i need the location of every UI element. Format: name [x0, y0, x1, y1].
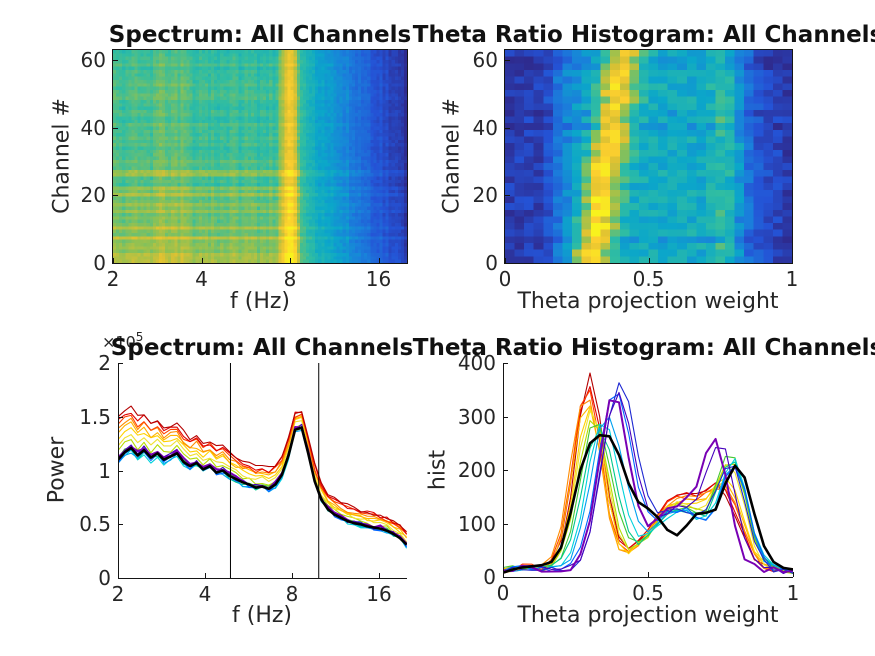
series-line: [118, 405, 407, 533]
series-line: [118, 429, 407, 548]
tick-mark: [505, 263, 510, 264]
tick-mark: [113, 60, 118, 62]
tick-mark: [204, 573, 206, 578]
tick-label: 8: [285, 582, 299, 606]
tick-mark: [505, 195, 510, 197]
tick-label: 100: [457, 511, 496, 536]
tick-label: 1: [98, 458, 111, 483]
tick-label: 1: [785, 267, 799, 291]
tick-label: 20: [472, 183, 498, 208]
tick-mark: [503, 416, 508, 418]
series-line: [503, 399, 793, 574]
series-line: [118, 414, 407, 534]
tick-label: 0: [483, 565, 496, 589]
tick-mark: [793, 572, 794, 577]
tick-label: 0.5: [632, 581, 664, 605]
tick-mark: [503, 577, 508, 578]
theta-ratio-heatmap-plot: [505, 50, 792, 263]
tick-mark: [505, 258, 506, 263]
tick-label: 60: [80, 48, 106, 73]
x-axis-label-theta-heatmap: Theta projection weight: [517, 289, 779, 314]
tick-label: 400: [457, 351, 496, 375]
tick-mark: [118, 578, 123, 579]
tick-label: 2: [111, 582, 125, 606]
tick-label: 4: [198, 582, 212, 606]
series-line: [503, 382, 793, 574]
tick-mark: [118, 573, 119, 578]
tick-label: 0: [93, 251, 106, 275]
tick-label: 0: [498, 267, 512, 291]
title-spectrum-heatmap: Spectrum: All Channels: [108, 22, 412, 48]
series-line: [503, 386, 793, 573]
x-axis-label-theta-lines: Theta projection weight: [517, 603, 779, 628]
title-spectrum-lines: Spectrum: All Channels: [110, 335, 414, 361]
x-axis-label-freq-heatmap: f (Hz): [230, 289, 290, 314]
tick-mark: [792, 258, 793, 263]
tick-mark: [291, 573, 293, 578]
tick-mark: [113, 258, 114, 263]
tick-mark: [503, 572, 504, 577]
tick-label: 16: [365, 267, 392, 291]
tick-label: 20: [80, 183, 106, 208]
tick-mark: [378, 258, 380, 263]
tick-label: 2: [98, 351, 111, 375]
tick-label: 4: [195, 267, 208, 291]
title-theta-lines: Theta Ratio Histogram: All Channels: [412, 335, 875, 361]
x-axis-spine: [503, 577, 793, 578]
tick-mark: [113, 195, 118, 197]
series-line: [118, 415, 407, 539]
tick-mark: [505, 60, 510, 62]
tick-label: 2: [106, 267, 120, 291]
series-line: [118, 411, 407, 535]
tick-label: 40: [80, 115, 106, 140]
series-line: [118, 423, 407, 543]
tick-mark: [503, 363, 508, 364]
tick-label: 0: [98, 566, 111, 590]
tick-label: 0.5: [79, 512, 111, 537]
series-line: [118, 420, 407, 543]
tick-mark: [503, 470, 508, 471]
tick-mark: [118, 363, 123, 364]
series-line: [503, 399, 793, 571]
tick-label: 40: [472, 115, 498, 140]
tick-label: 1.5: [79, 404, 111, 429]
tick-label: 60: [472, 48, 498, 73]
axis-exponent-label: ×105: [102, 330, 144, 352]
tick-label: 200: [457, 458, 496, 482]
theta-hist-line-plot: [503, 372, 793, 575]
series-line: [118, 416, 407, 538]
tick-mark: [378, 573, 380, 578]
tick-mark: [118, 416, 123, 418]
tick-mark: [118, 470, 123, 472]
spectrum-heatmap-plot: [113, 50, 407, 263]
tick-label: 8: [283, 267, 297, 291]
series-line: [503, 428, 793, 574]
tick-label: 16: [366, 582, 392, 606]
tick-mark: [648, 258, 650, 263]
tick-mark: [113, 127, 118, 129]
tick-label: 300: [457, 404, 496, 429]
tick-mark: [503, 523, 508, 525]
series-line: [503, 405, 793, 571]
tick-label: 0.5: [632, 267, 665, 291]
tick-mark: [201, 258, 203, 263]
tick-label: 0: [496, 581, 510, 605]
tick-label: 1: [786, 581, 800, 605]
spectrum-line-plot: [118, 363, 407, 578]
x-axis-spine: [118, 578, 407, 579]
tick-mark: [290, 258, 291, 263]
tick-mark: [118, 524, 123, 526]
tick-mark: [648, 572, 649, 577]
tick-mark: [113, 263, 118, 264]
tick-mark: [505, 127, 510, 129]
title-theta-heatmap: Theta Ratio Histogram: All Channels: [412, 22, 875, 48]
series-line: [118, 426, 407, 546]
x-axis-label-freq-lines: f (Hz): [232, 603, 292, 628]
tick-label: 0: [485, 251, 498, 275]
series-line: [503, 433, 793, 574]
